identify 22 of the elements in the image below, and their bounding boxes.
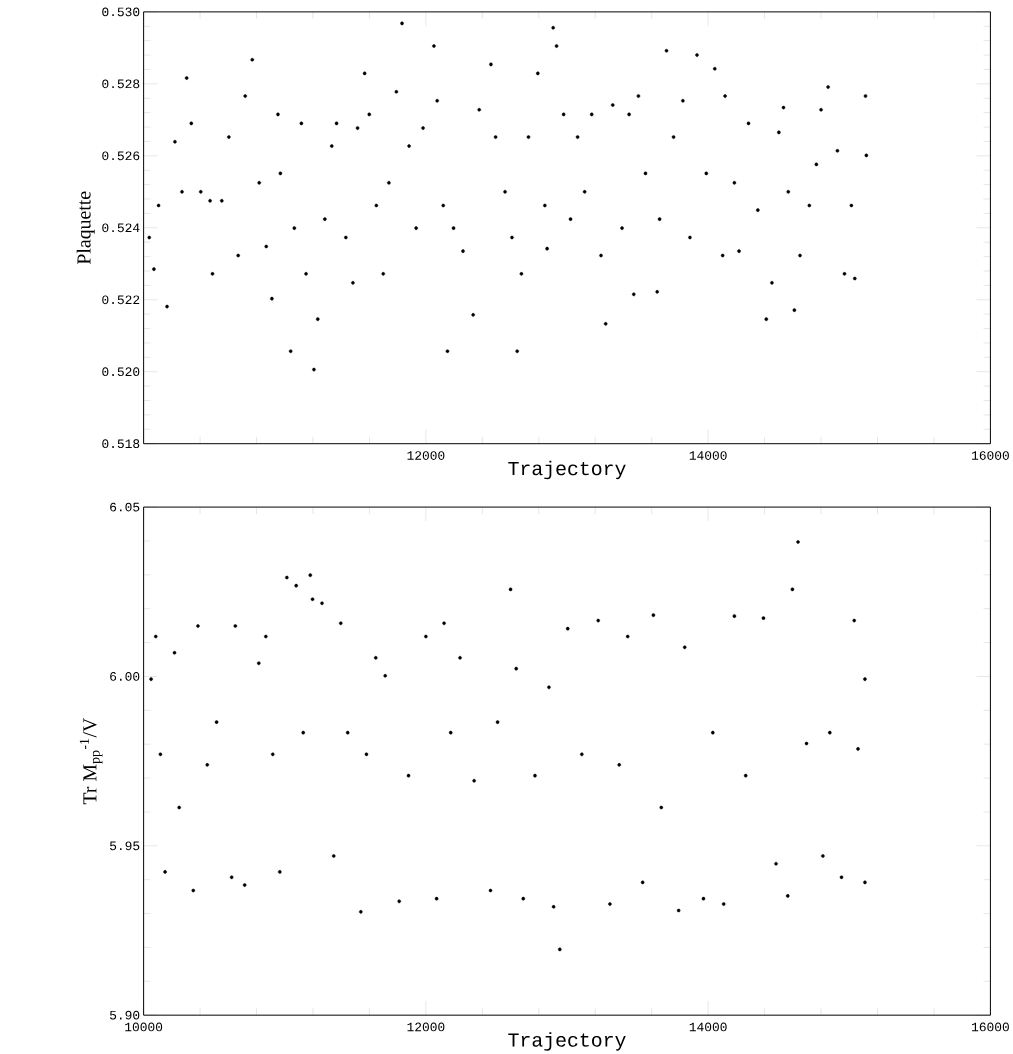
y-tick-label: 5.90: [109, 1010, 140, 1020]
y-tick-label: 0.524: [102, 223, 140, 233]
x-tick-label: 12000: [407, 1022, 445, 1032]
y-tick-label: 0.520: [102, 367, 140, 377]
y-axis-title: Plaquette: [76, 191, 95, 265]
y-tick-label: 6.00: [110, 672, 140, 681]
x-axis-title: Trajectory: [508, 1032, 626, 1051]
x-axis-title: Trajectory: [508, 460, 626, 480]
y-tick-label: 6.05: [110, 502, 140, 512]
x-tick-label: 14000: [689, 451, 727, 460]
x-tick-label: 16000: [971, 451, 1009, 460]
x-tick-label: 10000: [125, 1022, 163, 1032]
x-tick-label: 14000: [689, 1022, 727, 1032]
y-tick-label: 0.518: [102, 439, 140, 449]
y-tick-label: 0.526: [102, 151, 140, 161]
y-tick-label: 0.530: [102, 7, 140, 17]
y-tick-label: 0.528: [102, 79, 140, 89]
y-tick-label: 0.522: [102, 295, 140, 305]
y-axis-title: Tr M$_{pp}$$^{-1}$/V: [79, 717, 103, 805]
x-tick-label: 12000: [407, 451, 445, 460]
x-tick-label: 16000: [971, 1022, 1009, 1032]
y-tick-label: 5.95: [109, 841, 140, 851]
